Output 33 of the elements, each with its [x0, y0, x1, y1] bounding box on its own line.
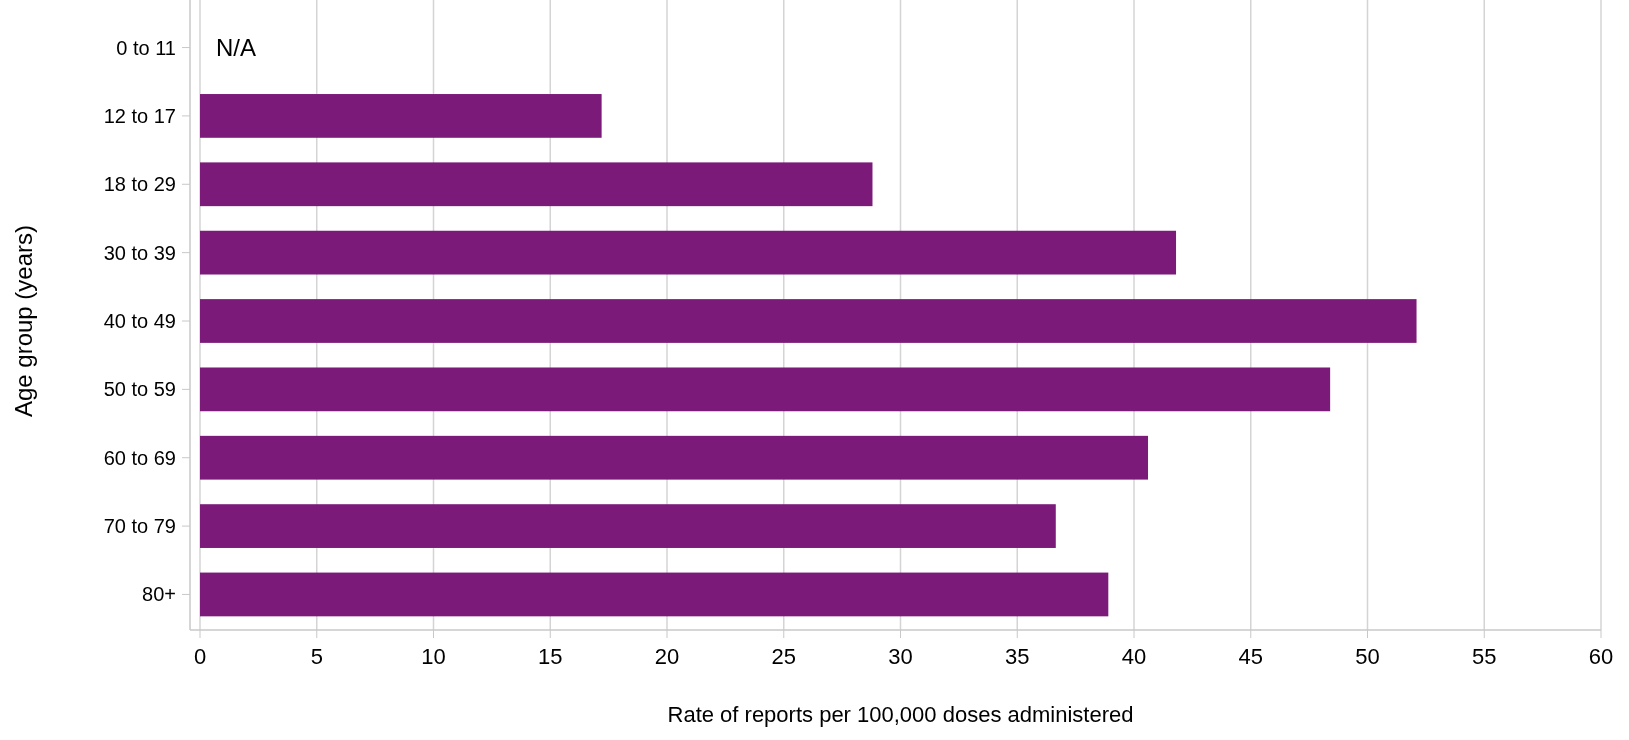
x-tick-label: 55 [1472, 644, 1497, 669]
x-tick-label: 20 [654, 644, 680, 669]
y-tick-label: 12 to 17 [103, 104, 176, 127]
bar [200, 230, 1177, 275]
x-tick-label: 60 [1588, 644, 1614, 669]
bar [200, 162, 873, 207]
y-tick-label: 70 to 79 [103, 515, 176, 538]
y-tick-label: 30 to 39 [103, 241, 176, 264]
x-tick-label: 45 [1238, 644, 1263, 669]
x-tick-label: 40 [1121, 644, 1147, 669]
y-tick-label: 80+ [142, 583, 176, 606]
y-tick-label: 18 to 29 [103, 173, 176, 196]
annotation: N/A [216, 33, 257, 61]
bar [200, 572, 1109, 617]
bar [200, 94, 602, 138]
x-tick-label: 0 [193, 644, 207, 669]
x-tick-label: 25 [771, 644, 796, 669]
x-tick-label: 35 [1005, 644, 1030, 669]
y-tick-label: 0 to 11 [116, 36, 176, 59]
x-tick-label: 50 [1355, 644, 1380, 669]
bar [200, 299, 1417, 343]
x-tick-label: 10 [421, 644, 446, 669]
x-axis-title: Rate of reports per 100,000 doses administered [667, 702, 1134, 727]
x-tick-label: 15 [538, 644, 563, 669]
bar [200, 435, 1149, 480]
x-tick-label: 30 [888, 644, 913, 669]
x-tick-label: 5 [310, 644, 323, 669]
y-tick-label: 60 to 69 [103, 446, 176, 469]
bar [200, 504, 1056, 548]
y-axis-title: Age group (years) [10, 224, 37, 418]
y-tick-label: 40 to 49 [103, 310, 176, 332]
y-tick-label: 50 to 59 [103, 378, 176, 401]
bar [200, 367, 1331, 412]
